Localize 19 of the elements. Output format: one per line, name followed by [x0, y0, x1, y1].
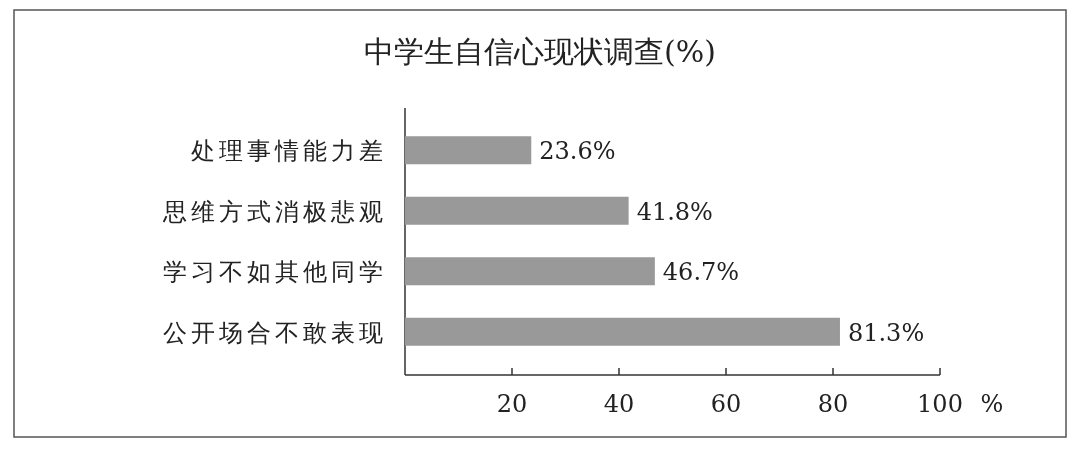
bar: [405, 136, 532, 165]
data-label: 41.8%: [636, 197, 713, 226]
y-tick-label: 学习不如其他同学: [163, 258, 387, 287]
x-tick-label: 20: [496, 390, 528, 418]
data-label: 23.6%: [539, 137, 616, 166]
y-tick-label: 思维方式消极悲观: [162, 197, 387, 226]
x-tick-label: 80: [817, 390, 849, 418]
y-tick-label: 公开场合不敢表现: [163, 318, 387, 347]
x-tick-label: 40: [603, 390, 635, 418]
x-axis-title: %: [980, 390, 1004, 418]
bar: [405, 317, 840, 346]
data-label: 81.3%: [847, 318, 925, 347]
x-tick-label: 60: [710, 390, 742, 418]
bar: [405, 257, 655, 286]
x-tick-label: 100: [917, 390, 963, 418]
data-label: 46.7%: [662, 258, 740, 287]
y-tick-label: 处理事情能力差: [191, 137, 387, 166]
chart-title: 中学生自信心现状调查(%): [364, 34, 716, 69]
bar: [405, 196, 629, 225]
